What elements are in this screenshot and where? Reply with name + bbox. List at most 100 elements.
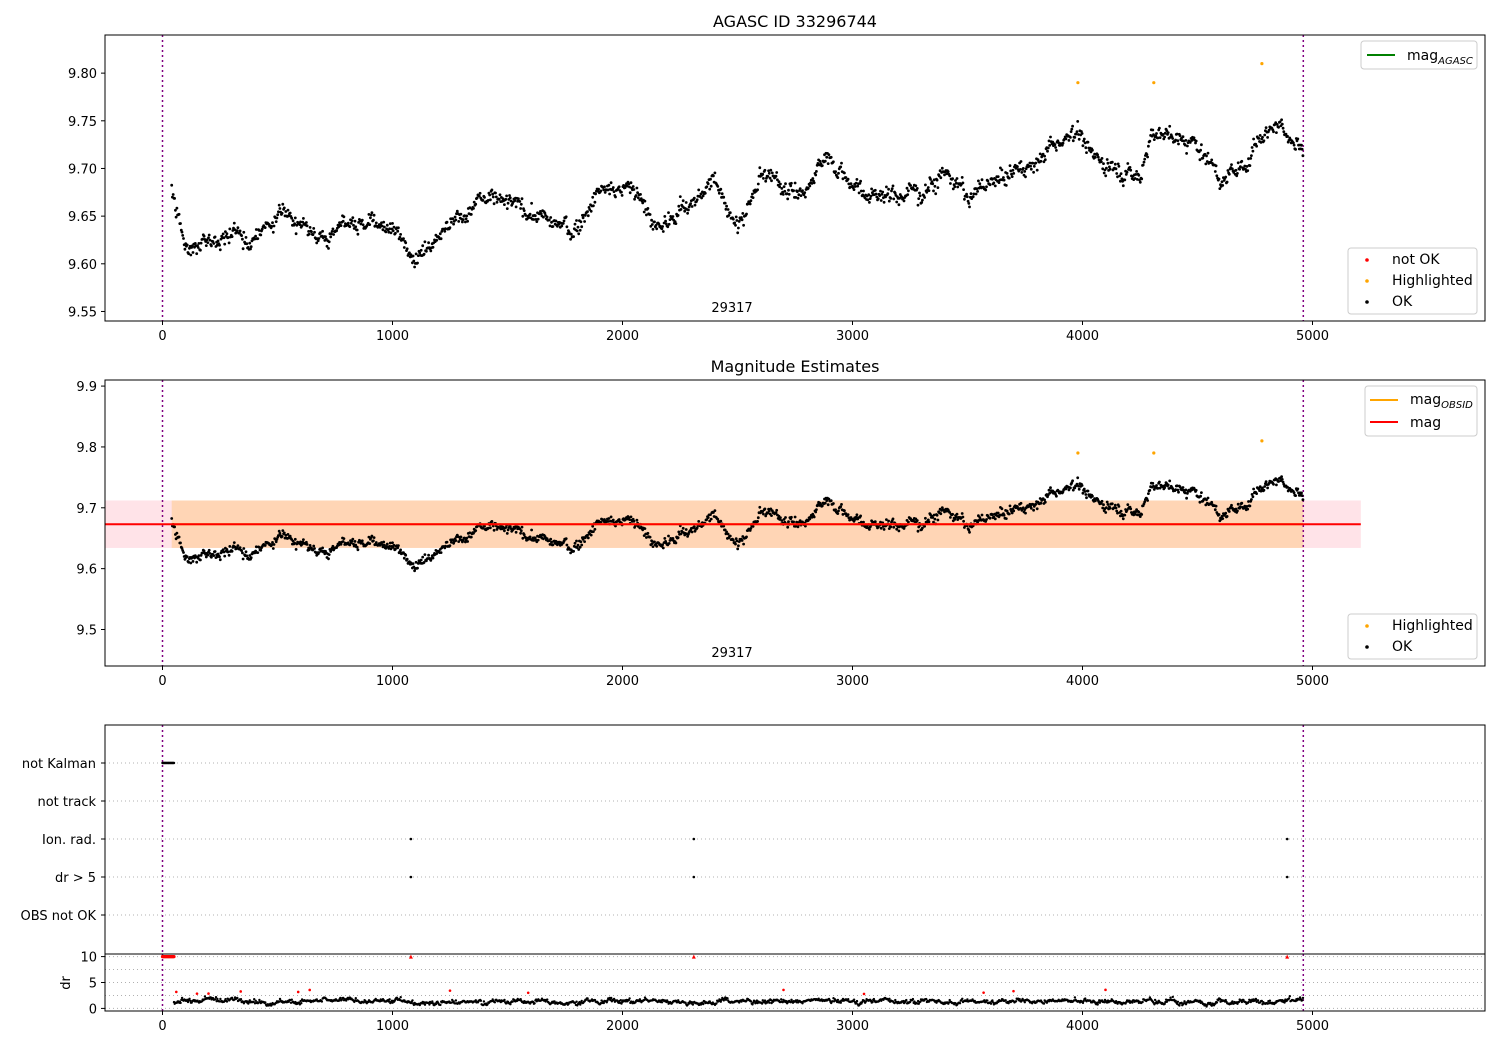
magnitude-data-point: [368, 542, 372, 545]
agasc-data-point: [776, 178, 779, 182]
magnitude-data-point: [745, 535, 748, 539]
agasc-data-point: [653, 220, 656, 224]
agasc-data-point: [372, 218, 375, 222]
agasc-data-point: [327, 247, 330, 250]
agasc-data-point: [492, 202, 496, 206]
magnitude-data-point: [387, 547, 391, 550]
magnitude-data-point: [280, 535, 284, 538]
agasc-data-point: [182, 237, 185, 240]
agasc-data-point: [844, 176, 848, 179]
magnitude-data-point: [939, 512, 943, 516]
magnitude-data-point: [245, 554, 249, 558]
magnitude-data-point: [302, 538, 305, 541]
agasc-data-point: [751, 196, 755, 200]
agasc-data-point: [207, 233, 211, 237]
agasc-data-point: [191, 251, 195, 254]
agasc-data-point: [330, 232, 333, 236]
agasc-data-point: [684, 201, 688, 204]
flag-label-ion-rad: Ion. rad.: [42, 833, 96, 848]
agasc-data-point: [787, 192, 791, 196]
magnitude-data-point: [1047, 488, 1051, 492]
agasc-highlighted-point: [1152, 81, 1156, 85]
agasc-legend-mag-text: mag: [1407, 48, 1438, 64]
agasc-data-point: [1024, 167, 1028, 171]
agasc-data-point: [235, 229, 239, 233]
agasc-data-point: [980, 178, 984, 182]
agasc-data-point: [770, 171, 774, 175]
magnitude-data-point: [1029, 506, 1033, 510]
magnitude-data-point: [1034, 502, 1038, 506]
magnitude-data-point: [1230, 503, 1233, 507]
magnitude-data-point: [227, 550, 230, 554]
agasc-data-point: [804, 195, 807, 199]
magnitude-data-point: [1246, 507, 1250, 511]
agasc-data-point: [803, 191, 807, 195]
magnitude-data-point: [1010, 511, 1014, 515]
agasc-data-point: [378, 225, 382, 229]
agasc-data-point: [298, 223, 302, 227]
agasc-data-point: [374, 221, 378, 225]
agasc-data-point: [854, 185, 857, 188]
magnitude-data-point: [399, 548, 402, 552]
dr-data-point: [1288, 995, 1292, 998]
agasc-data-point: [224, 230, 227, 234]
dr-x-tick-label: 1000: [376, 1019, 409, 1034]
magnitude-data-point: [742, 542, 745, 546]
agasc-data-point: [1230, 167, 1234, 171]
agasc-x-tick-label: 4000: [1066, 329, 1099, 344]
agasc-data-point: [768, 176, 772, 180]
agasc-data-point: [1277, 125, 1280, 129]
flags-panel-flag-points: [161, 761, 1289, 879]
magnitude-data-point: [1105, 500, 1109, 504]
agasc-data-point: [483, 196, 486, 199]
agasc-data-point: [1204, 162, 1208, 166]
agasc-data-point: [690, 205, 694, 208]
agasc-data-point: [405, 247, 409, 251]
agasc-data-point: [876, 197, 880, 201]
flag-ion-rad-point: [692, 837, 696, 841]
agasc-data-point: [622, 184, 625, 187]
magnitude-data-point: [461, 539, 465, 542]
dr-red-point: [308, 988, 312, 992]
agasc-data-point: [384, 230, 388, 234]
dr-data-point: [715, 1002, 718, 1005]
agasc-data-point: [389, 231, 393, 235]
agasc-data-point: [700, 196, 703, 200]
magnitude-data-point: [1158, 486, 1162, 490]
magnitude-data-point: [1151, 481, 1155, 485]
magnitude-data-point: [490, 520, 494, 523]
agasc-data-point: [1041, 152, 1045, 156]
magnitude-data-point: [814, 510, 818, 514]
magnitude-data-point: [542, 537, 545, 541]
magnitude-data-point: [356, 548, 360, 552]
magnitude-data-point: [241, 557, 245, 561]
agasc-data-point: [625, 184, 629, 188]
agasc-data-point: [1048, 144, 1052, 147]
magnitude-data-point: [798, 519, 802, 522]
dr-data-point: [519, 998, 522, 1001]
agasc-data-point: [548, 224, 552, 228]
dr-data-point: [1247, 1000, 1250, 1004]
dr-data-point: [925, 997, 928, 1001]
agasc-data-point: [812, 181, 816, 185]
agasc-data-point: [956, 185, 960, 189]
agasc-data-point: [325, 244, 329, 248]
agasc-data-point: [524, 214, 528, 217]
agasc-data-point: [960, 176, 964, 179]
magnitude-data-point: [961, 515, 965, 519]
dr-data-point: [189, 999, 192, 1002]
agasc-data-point: [763, 168, 767, 172]
magnitude-data-point: [667, 542, 671, 545]
agasc-data-point: [841, 177, 845, 181]
agasc-data-point: [782, 185, 786, 189]
magnitude-data-point: [1106, 503, 1110, 506]
agasc-data-point: [1213, 170, 1217, 173]
agasc-data-point: [302, 217, 305, 220]
agasc-data-point: [419, 248, 423, 252]
magnitude-data-point: [597, 519, 600, 523]
agasc-data-point: [225, 232, 229, 236]
magnitude-data-point: [826, 503, 830, 507]
agasc-data-point: [307, 232, 311, 236]
magnitude-data-point: [372, 539, 375, 543]
